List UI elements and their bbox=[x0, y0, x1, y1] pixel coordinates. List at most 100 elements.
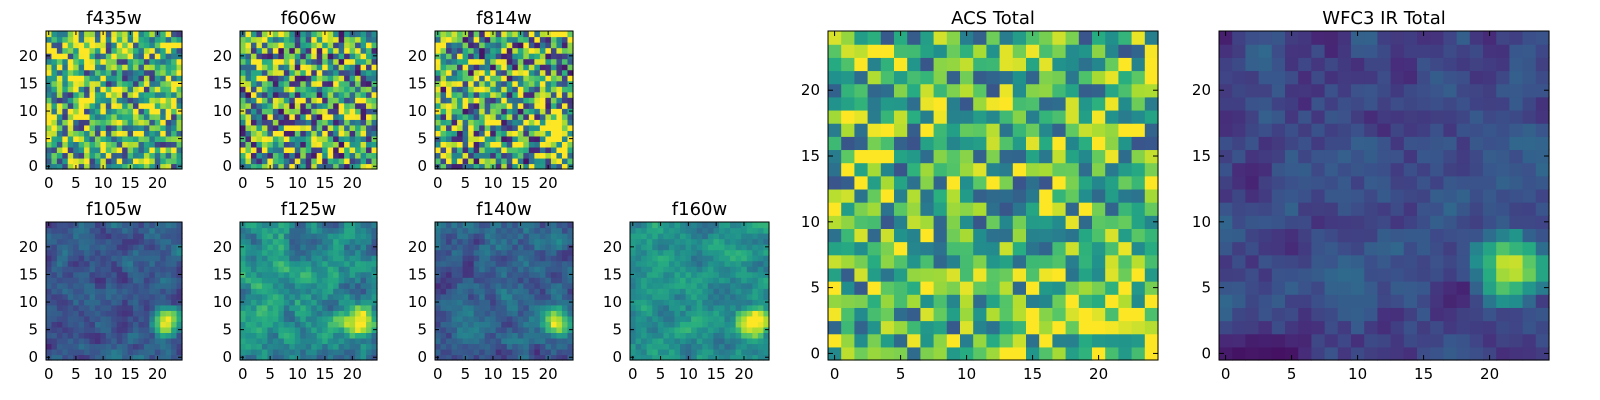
heatmap-cell bbox=[366, 321, 373, 328]
heatmap-cell bbox=[517, 299, 524, 306]
heatmap-cell bbox=[490, 299, 497, 306]
heatmap-cell bbox=[305, 163, 312, 170]
heatmap-cell bbox=[267, 299, 274, 306]
heatmap-cell bbox=[122, 157, 129, 165]
heatmap-cell bbox=[333, 91, 340, 98]
heatmap-cell bbox=[462, 233, 469, 240]
heatmap-cell bbox=[122, 146, 129, 154]
heatmap-cell bbox=[757, 332, 765, 339]
heatmap-cell bbox=[300, 58, 307, 65]
heatmap-cell bbox=[713, 260, 720, 267]
heatmap-cell bbox=[371, 343, 378, 350]
heatmap-cell bbox=[165, 91, 172, 98]
heatmap-cell bbox=[154, 47, 161, 54]
heatmap-cell bbox=[479, 271, 486, 278]
heatmap-cell bbox=[462, 348, 469, 356]
heatmap-cell bbox=[501, 80, 508, 87]
heatmap-cell bbox=[746, 310, 753, 317]
heatmap-cell bbox=[556, 152, 563, 159]
heatmap-cell bbox=[484, 348, 491, 356]
heatmap-cell bbox=[256, 282, 263, 289]
heatmap-cell bbox=[646, 249, 653, 256]
heatmap-cell bbox=[133, 86, 140, 93]
heatmap-cell bbox=[451, 315, 458, 322]
heatmap-cell bbox=[556, 260, 563, 267]
heatmap-cell bbox=[100, 80, 107, 87]
heatmap-cell bbox=[261, 135, 268, 142]
heatmap-cell bbox=[89, 277, 96, 284]
heatmap-cell bbox=[67, 227, 74, 234]
heatmap-cell bbox=[56, 102, 63, 109]
heatmap-cell bbox=[127, 141, 134, 148]
heatmap-cell bbox=[67, 119, 74, 126]
heatmap-cell bbox=[468, 75, 475, 82]
heatmap-cell bbox=[338, 271, 345, 278]
heatmap-cell bbox=[360, 321, 367, 328]
heatmap-cell bbox=[473, 244, 480, 251]
heatmap-cell bbox=[360, 238, 367, 245]
heatmap-cell bbox=[691, 222, 698, 229]
heatmap-cell bbox=[674, 337, 681, 345]
heatmap-cell bbox=[154, 152, 161, 159]
heatmap-cell bbox=[154, 119, 161, 126]
heatmap-cell bbox=[176, 249, 183, 256]
heatmap-cell bbox=[528, 249, 535, 256]
heatmap-cell bbox=[256, 130, 263, 137]
heatmap-cell bbox=[73, 238, 80, 245]
heatmap-cell bbox=[735, 332, 742, 339]
heatmap-cell bbox=[272, 244, 279, 251]
heatmap-cell bbox=[327, 157, 334, 165]
heatmap-cell bbox=[250, 80, 258, 87]
heatmap-cell bbox=[73, 69, 80, 76]
heatmap-cell bbox=[556, 299, 563, 306]
heatmap-cell bbox=[534, 47, 541, 54]
heatmap-cell bbox=[73, 299, 80, 306]
heatmap-cell bbox=[127, 238, 134, 245]
heatmap-cell bbox=[371, 282, 378, 289]
heatmap-cell bbox=[344, 348, 351, 356]
heatmap-cell bbox=[283, 282, 290, 289]
heatmap-cell bbox=[160, 293, 167, 300]
heatmap-cell bbox=[556, 255, 563, 262]
heatmap-cell bbox=[741, 343, 748, 350]
heatmap-cell bbox=[300, 108, 307, 115]
heatmap-cell bbox=[512, 119, 519, 126]
heatmap-cell bbox=[523, 244, 530, 251]
heatmap-cell bbox=[674, 244, 681, 251]
heatmap-cell bbox=[316, 304, 323, 311]
heatmap-cell bbox=[138, 113, 145, 120]
heatmap-cell bbox=[523, 299, 530, 306]
heatmap-cell bbox=[757, 222, 765, 229]
heatmap-cell bbox=[946, 162, 961, 177]
heatmap-cells bbox=[630, 222, 770, 361]
heatmap-cell bbox=[62, 271, 69, 278]
heatmap-cell bbox=[523, 249, 530, 256]
heatmap-cell bbox=[371, 222, 378, 229]
heatmap-cell bbox=[56, 266, 63, 273]
heatmap-cell bbox=[495, 75, 502, 82]
heatmap-cell bbox=[133, 130, 140, 137]
heatmap-cell bbox=[46, 58, 53, 65]
heatmap-cell bbox=[160, 86, 167, 93]
heatmap-cell bbox=[300, 86, 307, 93]
heatmap-cell bbox=[245, 315, 252, 322]
heatmap-cell bbox=[73, 64, 80, 71]
heatmap-cell bbox=[165, 146, 172, 154]
heatmap-cell bbox=[171, 315, 178, 322]
heatmap-cell bbox=[149, 97, 156, 104]
heatmap-cell bbox=[973, 254, 987, 269]
heatmap-cell bbox=[630, 315, 637, 322]
heatmap-cell bbox=[67, 233, 74, 240]
heatmap-cell bbox=[327, 75, 334, 82]
heatmap-cell bbox=[479, 36, 486, 43]
heatmap-cell bbox=[316, 238, 323, 245]
heatmap-cell bbox=[490, 146, 497, 154]
heatmap-cell bbox=[138, 238, 145, 245]
heatmap-cell bbox=[757, 233, 765, 240]
heatmap-cell bbox=[165, 266, 172, 273]
heatmap-cell bbox=[668, 293, 676, 300]
heatmap-cell bbox=[100, 69, 107, 76]
heatmap-cell bbox=[240, 255, 247, 262]
heatmap-cell bbox=[468, 244, 475, 251]
